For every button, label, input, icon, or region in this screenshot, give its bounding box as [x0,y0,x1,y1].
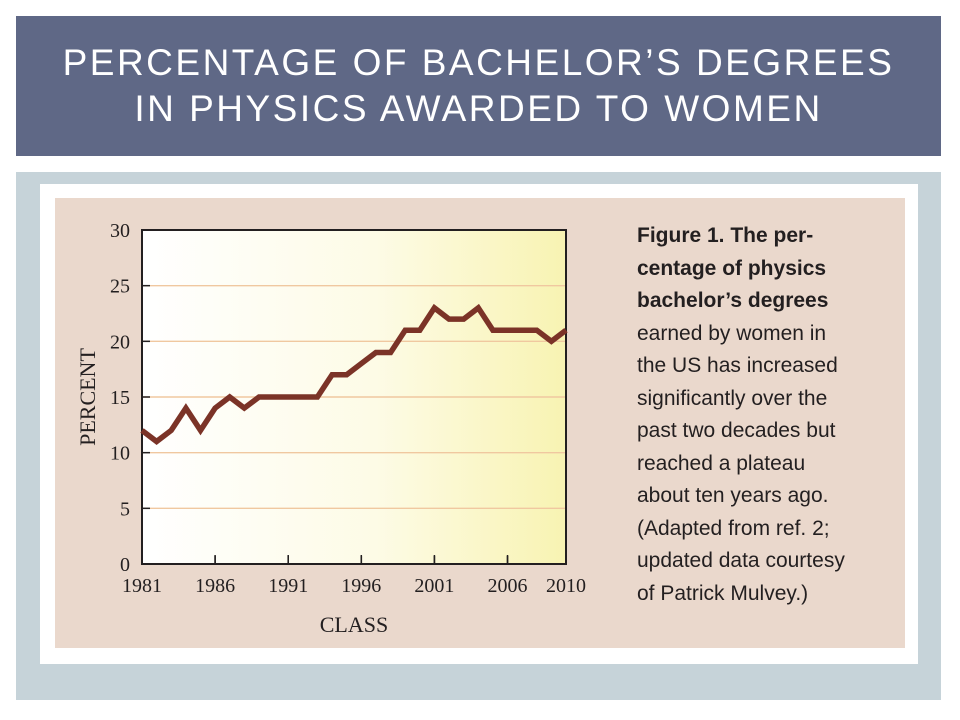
series-line [140,303,568,445]
y-tick-label: 0 [120,554,130,576]
caption-line: bachelor’s degrees [637,289,829,312]
slide-title: PERCENTAGE OF BACHELOR’S DEGREES IN PHYS… [16,16,941,156]
caption-line: updated data courtesy [637,549,845,572]
series [140,303,568,445]
figure-caption: Figure 1. The per- centage of physics ba… [637,220,907,610]
caption-line: earned by women in [637,321,827,345]
y-tick-label: 5 [120,498,130,520]
caption-line: centage of physics [637,256,827,280]
caption-line: reached a plateau [637,451,806,475]
tick-labels: 0 5 10 15 20 25 30 1981 1986 1991 1996 2001 2006 2010 [110,220,586,597]
caption-line: the US has increased [637,354,838,377]
y-axis-label: PERCENT [75,348,100,446]
y-tick-label: 10 [110,443,130,465]
slide-title-line-2: IN PHYSICS AWARDED TO WOMEN [134,88,823,129]
x-tick-label: 2001 [414,575,454,597]
x-tick-label: 2006 [488,575,528,597]
caption-line: (Adapted from ref. 2; [637,516,830,540]
y-tick-label: 20 [110,331,130,353]
caption-line: Figure 1. The per- [637,224,814,247]
axes [141,229,567,565]
y-tick-label: 30 [110,220,130,242]
caption-line: significantly over the [637,386,828,410]
x-tick-label: 1986 [195,575,235,597]
caption-line: about ten years ago. [637,484,829,507]
x-tick-label: 1981 [122,575,162,597]
slide-title-line-1: PERCENTAGE OF BACHELOR’S DEGREES [62,42,895,83]
grid-lines [142,284,566,510]
x-tick-label: 2010 [546,575,586,597]
x-axis-label: CLASS [320,612,388,637]
y-tick-label: 25 [110,276,130,298]
y-tick-label: 15 [110,387,130,409]
caption-line: past two decades but [637,419,836,442]
x-tick-label: 1996 [341,575,381,597]
caption-line: of Patrick Mulvey.) [637,581,809,605]
x-tick-label: 1991 [268,575,308,597]
